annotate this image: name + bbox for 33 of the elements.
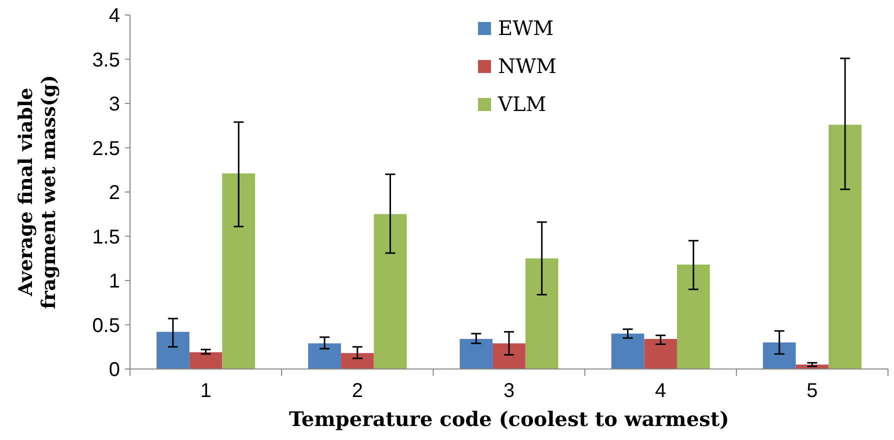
bar [308, 343, 341, 369]
y-axis-title: Average final viable fragment wet mass(g) [15, 74, 60, 310]
bar [492, 343, 526, 369]
x-tick-label: 2 [352, 380, 363, 402]
bar [189, 352, 222, 369]
x-tick-label: 1 [200, 380, 212, 402]
bar [611, 334, 644, 369]
bar [222, 173, 256, 369]
legend-label: VLM [497, 92, 546, 116]
legend-label: NWM [498, 54, 557, 78]
x-tick-label: 5 [806, 380, 818, 402]
y-tick-label: 0 [108, 359, 120, 381]
bar [762, 342, 796, 369]
y-tick-label: 1 [108, 270, 120, 292]
y-tick-label: 3.5 [92, 49, 120, 72]
y-tick-label: 3 [108, 94, 120, 116]
y-tick-label: 2.5 [92, 138, 120, 160]
legend-label: EWM [498, 16, 554, 40]
bar [677, 264, 710, 369]
bar [525, 258, 558, 369]
x-axis-title: Temperature code (coolest to warmest) [288, 407, 730, 431]
y-tick-label: 1.5 [92, 226, 120, 248]
x-tick-label: 4 [655, 380, 666, 402]
y-tick-label: 4 [108, 5, 120, 27]
bar [828, 124, 862, 369]
y-tick-label: 2 [108, 182, 120, 204]
bar [374, 214, 407, 369]
bar [156, 332, 190, 369]
x-tick-label: 3 [503, 380, 515, 402]
y-tick-label: 0.5 [92, 314, 120, 337]
bar [340, 353, 374, 369]
bar [644, 338, 678, 369]
bar [460, 338, 493, 369]
